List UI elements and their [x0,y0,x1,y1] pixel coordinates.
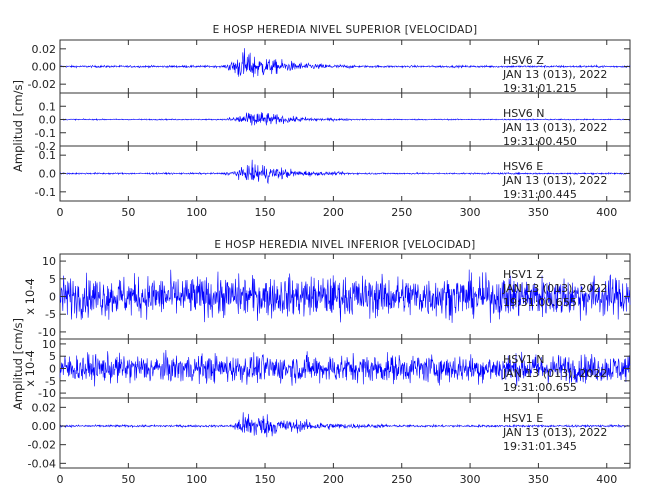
trace-annotation: JAN 13 (013), 2022 [502,367,607,380]
x-tick-label: 300 [460,473,481,486]
y-tick-label: 0 [49,291,56,304]
y-tick-label: -10 [38,326,56,339]
waveform-line-0-1 [59,112,631,126]
x-tick-label: 250 [391,473,412,486]
x-tick-label: 150 [255,473,276,486]
y-tick-label: -0.02 [28,78,56,91]
y-tick-label: 0.02 [32,43,57,56]
trace-annotation: HSV1 Z [503,268,544,281]
x-tick-label: 300 [460,206,481,219]
y-tick-label: 0.02 [32,401,57,414]
x-tick-label: 50 [121,206,135,219]
x-tick-label: 50 [121,473,135,486]
trace-annotation: JAN 13 (013), 2022 [502,174,607,187]
y-scale-label: x 10-4 [23,278,37,315]
trace-annotation: JAN 13 (013), 2022 [502,426,607,439]
top-chart-title: E HOSP HEREDIA NIVEL SUPERIOR [VELOCIDAD… [213,24,478,36]
y-tick-label: 5 [49,273,56,286]
x-tick-label: 400 [596,473,617,486]
waveform-line-1-0 [59,269,631,323]
y-tick-label: 0.1 [39,100,57,113]
y-tick-label: 0.0 [39,114,57,127]
waveform-line-0-0 [59,48,631,78]
y-tick-label: 0 [49,363,56,376]
y-tick-label: 10 [42,338,56,351]
trace-annotation: 19:31:00.655 [503,296,577,309]
trace-annotation: 19:31:01.215 [503,82,577,95]
trace-frame [59,397,631,469]
y-tick-label: 5 [49,350,56,363]
y-tick-label: 0.0 [39,168,57,181]
trace-annotation: JAN 13 (013), 2022 [502,68,607,81]
waveform-line-0-2 [59,159,631,185]
y-tick-label: -0.2 [35,140,56,153]
y-tick-label: -0.1 [35,127,56,140]
y-tick-label: 10 [42,255,56,268]
y-tick-label: -10 [38,387,56,400]
y-tick-label: -5 [45,308,56,321]
x-tick-label: 0 [57,473,64,486]
y-tick-label: 0.1 [39,149,57,162]
x-tick-label: 200 [323,206,344,219]
y-tick-label: 0.00 [32,61,57,74]
trace-annotation: HSV1 E [503,412,543,425]
trace-annotation: HSV1 N [503,353,545,366]
y-scale-label: x 10-4 [23,350,37,387]
waveform-line-1-1 [59,350,631,387]
y-tick-label: 0.00 [32,420,57,433]
y-tick-label: -0.04 [28,457,56,470]
x-tick-label: 350 [528,206,549,219]
waveform-line-1-2 [59,412,631,438]
trace-annotation: HSV6 N [503,107,545,120]
x-tick-label: 250 [391,206,412,219]
bottom-chart-title: E HOSP HEREDIA NIVEL INFERIOR [VELOCIDAD… [214,239,475,251]
top-chart-ylabel: Amplitud [cm/s] [11,80,25,172]
x-tick-label: 0 [57,206,64,219]
trace-annotation: JAN 13 (013), 2022 [502,282,607,295]
trace-annotation: 19:31:01.345 [503,440,577,453]
x-tick-label: 200 [323,473,344,486]
y-tick-label: -0.1 [35,186,56,199]
trace-annotation: 19:31:00.655 [503,381,577,394]
x-tick-label: 400 [596,206,617,219]
trace-annotation: HSV6 Z [503,54,544,67]
trace-annotation: HSV6 E [503,160,543,173]
bottom-chart-ylabel: Amplitud [cm/s] [11,318,25,410]
y-tick-label: -0.02 [28,439,56,452]
x-tick-label: 350 [528,473,549,486]
x-tick-label: 100 [186,206,207,219]
trace-annotation: 19:31:00.450 [503,135,577,148]
trace-annotation: 19:31:00.445 [503,188,577,201]
x-tick-label: 100 [186,473,207,486]
x-tick-label: 150 [255,206,276,219]
trace-annotation: JAN 13 (013), 2022 [502,121,607,134]
y-tick-label: -5 [45,375,56,388]
